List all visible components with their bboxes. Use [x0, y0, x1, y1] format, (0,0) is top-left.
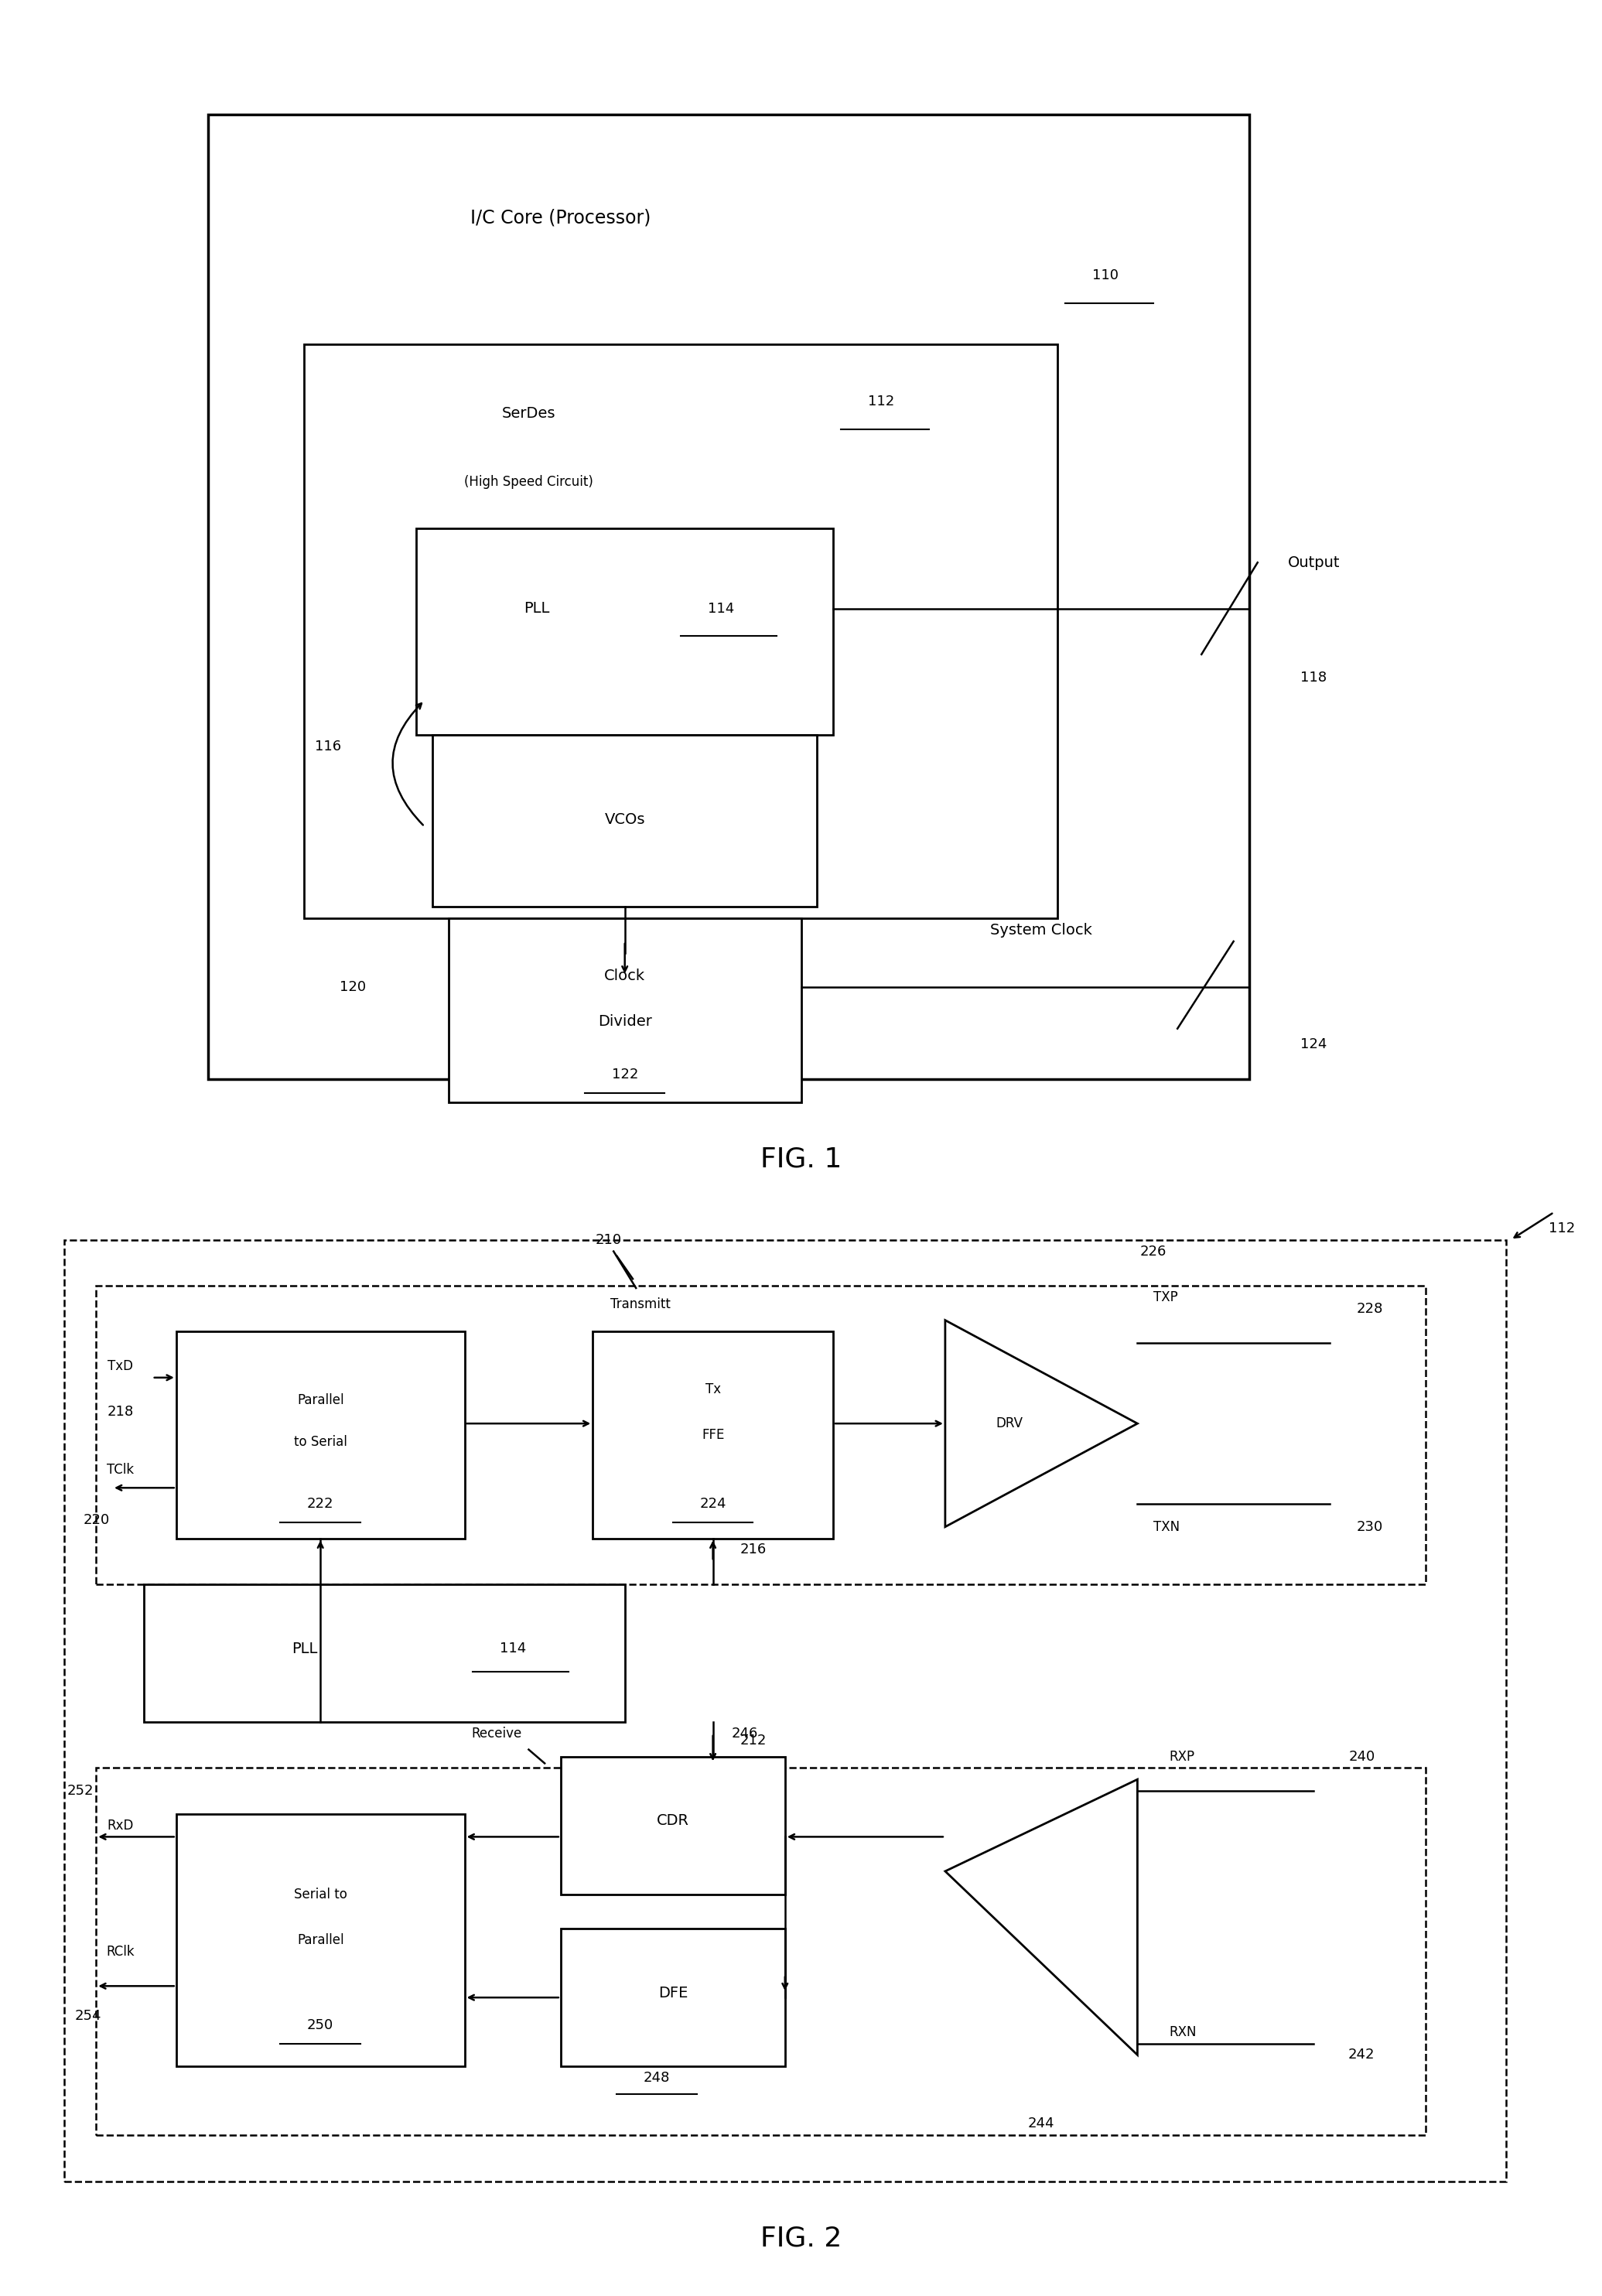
- Text: DFE: DFE: [658, 1986, 687, 2000]
- Bar: [176, 1814, 465, 2066]
- Text: 242: 242: [1349, 2048, 1375, 2062]
- Text: PLL: PLL: [292, 1642, 317, 1655]
- Text: 226: 226: [1141, 1244, 1166, 1258]
- Text: VCOs: VCOs: [604, 813, 646, 827]
- Text: Tx: Tx: [705, 1382, 721, 1396]
- Text: RxD: RxD: [107, 1818, 133, 1832]
- Text: 216: 216: [740, 1543, 766, 1557]
- Bar: [96, 1286, 1426, 1584]
- Text: TxD: TxD: [107, 1359, 133, 1373]
- Text: 224: 224: [700, 1497, 726, 1511]
- Text: TXN: TXN: [1153, 1520, 1179, 1534]
- Text: FFE: FFE: [702, 1428, 724, 1442]
- Text: FIG. 1: FIG. 1: [761, 1146, 841, 1173]
- Bar: [561, 1756, 785, 1894]
- Text: 120: 120: [340, 980, 365, 994]
- Text: 118: 118: [1301, 670, 1326, 684]
- Text: 222: 222: [308, 1497, 333, 1511]
- Text: 210: 210: [596, 1233, 622, 1247]
- Text: 254: 254: [75, 2009, 101, 2023]
- Bar: [144, 1584, 625, 1722]
- Text: CDR: CDR: [657, 1814, 689, 1828]
- Bar: [433, 735, 817, 907]
- Text: Output: Output: [1288, 556, 1339, 569]
- Text: I/C Core (Processor): I/C Core (Processor): [471, 209, 650, 227]
- Text: 230: 230: [1357, 1520, 1383, 1534]
- Bar: [449, 918, 801, 1102]
- Text: 246: 246: [732, 1727, 758, 1740]
- Text: 112: 112: [868, 395, 894, 409]
- Text: 220: 220: [83, 1513, 109, 1527]
- Text: 122: 122: [612, 1068, 638, 1081]
- Text: Transmitt: Transmitt: [610, 1297, 671, 1311]
- Text: to Serial: to Serial: [293, 1435, 348, 1449]
- Text: 228: 228: [1357, 1302, 1383, 1316]
- Text: 116: 116: [316, 739, 341, 753]
- Bar: [64, 1240, 1506, 2181]
- Bar: [561, 1929, 785, 2066]
- Text: PLL: PLL: [524, 602, 549, 615]
- Text: RClk: RClk: [106, 1945, 135, 1958]
- Bar: [96, 1768, 1426, 2135]
- Text: System Clock: System Clock: [990, 923, 1093, 937]
- Text: Receive: Receive: [471, 1727, 522, 1740]
- Text: Divider: Divider: [598, 1015, 652, 1029]
- Text: RXN: RXN: [1169, 2025, 1197, 2039]
- Text: TXP: TXP: [1153, 1290, 1177, 1304]
- Bar: [304, 344, 1057, 918]
- Text: 250: 250: [308, 2018, 333, 2032]
- Text: 114: 114: [708, 602, 734, 615]
- Text: 212: 212: [740, 1733, 766, 1747]
- Text: DRV: DRV: [996, 1417, 1022, 1430]
- Text: RXP: RXP: [1169, 1750, 1195, 1763]
- Text: 248: 248: [644, 2071, 670, 2085]
- Text: Clock: Clock: [604, 969, 646, 983]
- Bar: [176, 1332, 465, 1538]
- Text: 112: 112: [1549, 1221, 1575, 1235]
- Text: Parallel: Parallel: [296, 1933, 344, 1947]
- Text: TClk: TClk: [107, 1463, 133, 1476]
- Text: 244: 244: [1028, 2117, 1054, 2131]
- Text: (High Speed Circuit): (High Speed Circuit): [465, 475, 593, 489]
- Text: 124: 124: [1301, 1038, 1326, 1052]
- Text: SerDes: SerDes: [501, 406, 556, 420]
- Bar: [208, 115, 1250, 1079]
- Text: 252: 252: [67, 1784, 93, 1798]
- Text: 218: 218: [107, 1405, 133, 1419]
- Bar: [417, 528, 833, 735]
- Text: Parallel: Parallel: [296, 1394, 344, 1407]
- Bar: [593, 1332, 833, 1538]
- Text: 114: 114: [500, 1642, 525, 1655]
- Text: Serial to: Serial to: [293, 1887, 348, 1901]
- Text: 240: 240: [1349, 1750, 1375, 1763]
- Text: 110: 110: [1093, 269, 1118, 282]
- Text: FIG. 2: FIG. 2: [761, 2225, 841, 2252]
